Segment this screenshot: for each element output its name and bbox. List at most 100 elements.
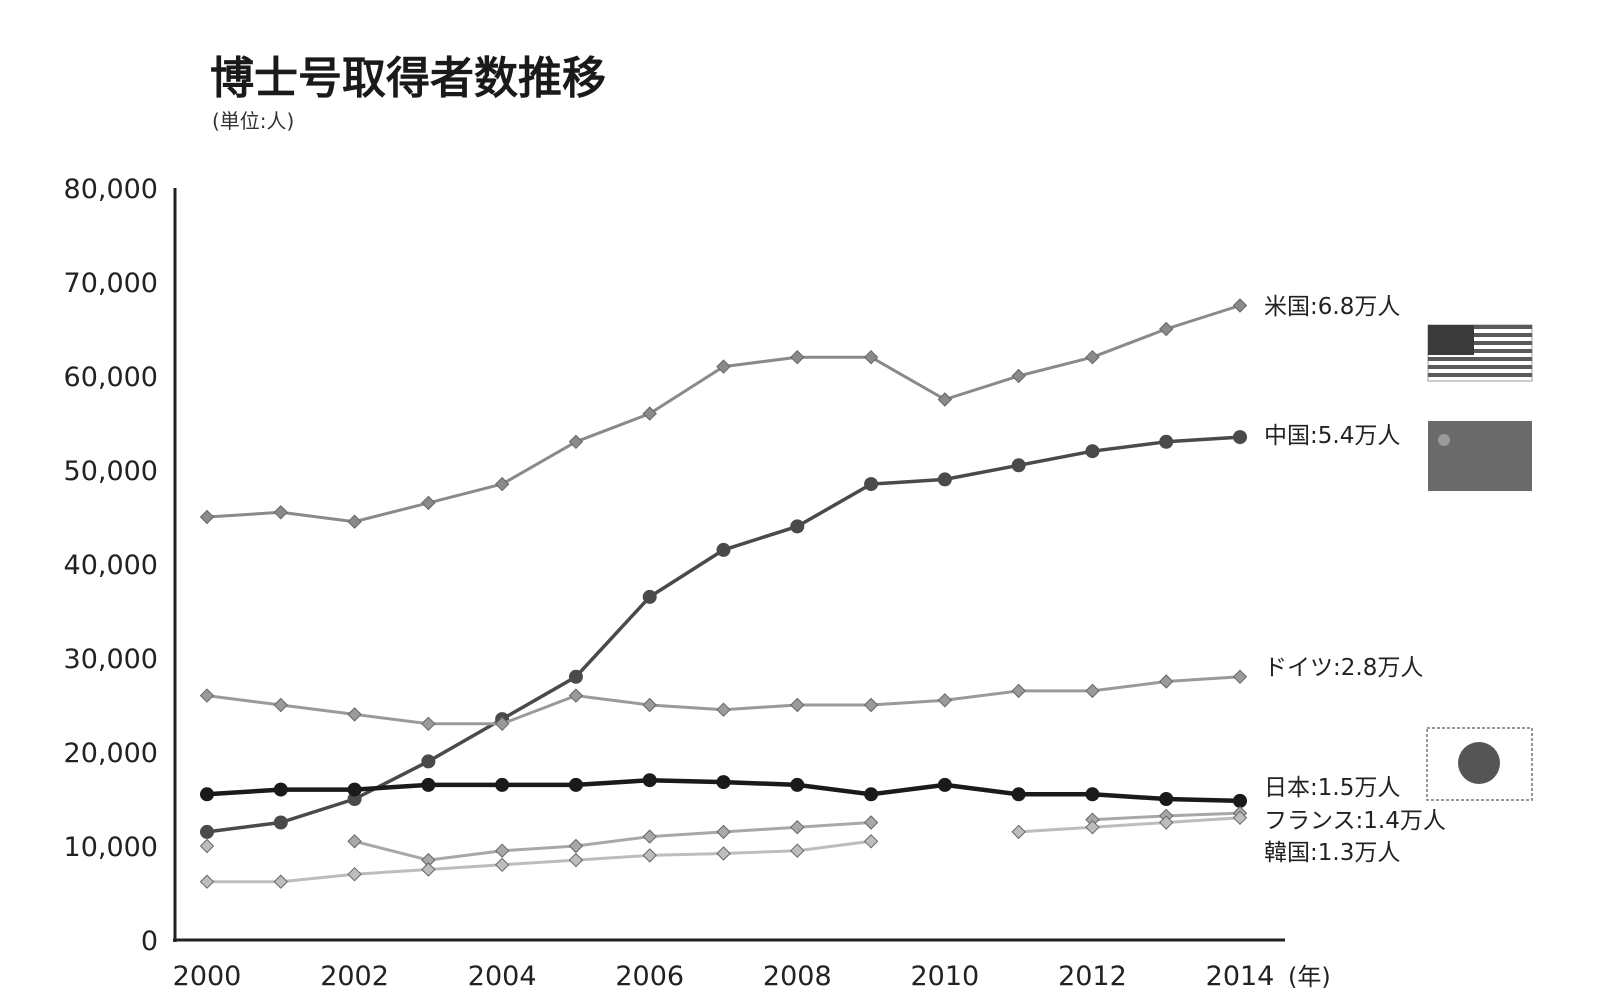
axes — [173, 188, 1285, 942]
data-point — [1232, 298, 1248, 313]
data-point — [863, 697, 879, 713]
data-point — [347, 866, 362, 882]
series-line-korea — [1018, 816, 1241, 834]
data-point — [642, 589, 657, 604]
data-point — [421, 716, 436, 732]
flags — [1426, 324, 1533, 801]
data-point — [1159, 434, 1174, 449]
x-tick-label: 2002 — [320, 961, 389, 992]
data-point — [937, 777, 952, 792]
data-point — [1085, 683, 1100, 699]
data-point — [199, 509, 215, 525]
series-label-japan: 日本:1.5万人 — [1264, 775, 1400, 801]
x-axis-unit-label: (年) — [1288, 963, 1331, 991]
usa-flag-icon — [1427, 324, 1533, 382]
data-point — [1232, 810, 1248, 826]
x-tick-label: 2006 — [615, 961, 684, 992]
series-korea — [199, 810, 1248, 889]
data-point — [1011, 368, 1026, 384]
data-point — [716, 359, 731, 374]
flag-field — [1428, 421, 1532, 491]
data-point — [347, 834, 362, 849]
data-point — [790, 843, 805, 858]
data-point — [273, 874, 288, 889]
series-label-france: フランス:1.4万人 — [1264, 808, 1446, 834]
data-point — [568, 852, 584, 868]
data-point — [642, 848, 657, 863]
data-point — [716, 824, 731, 840]
data-point — [421, 754, 436, 769]
series-line-korea — [207, 839, 872, 884]
data-point — [716, 542, 731, 557]
series-label-china: 中国:5.4万人 — [1264, 423, 1400, 449]
data-point — [568, 777, 583, 792]
flag-stripe — [1428, 357, 1532, 361]
series-label-germany: ドイツ:2.8万人 — [1264, 655, 1423, 681]
data-point — [790, 519, 805, 534]
data-point — [1233, 793, 1247, 808]
data-point — [642, 697, 657, 713]
series-usa — [199, 298, 1248, 529]
flag-stripe — [1428, 365, 1532, 369]
data-point — [864, 787, 879, 802]
data-point — [1159, 815, 1174, 830]
x-tick-label: 2012 — [1058, 961, 1127, 992]
data-point — [568, 838, 584, 854]
chart-title: 博士号取得者数推移 — [210, 53, 606, 104]
data-point — [937, 693, 953, 708]
data-point — [347, 782, 362, 797]
series-line-china — [206, 435, 1241, 834]
china-flag-icon — [1428, 421, 1532, 491]
chart-subtitle: (単位:人) — [212, 109, 294, 133]
x-tick-labels: 2000 2002 2004 2006 2008 2010 2012 2014 — [173, 961, 1275, 992]
flag-field — [1426, 727, 1533, 801]
series-group — [199, 298, 1248, 889]
data-point — [494, 843, 510, 858]
data-point — [199, 874, 215, 889]
data-point — [273, 782, 288, 797]
data-point — [790, 697, 805, 713]
x-tick-label: 2004 — [468, 961, 537, 992]
series-label-korea: 韓国:1.3万人 — [1264, 840, 1400, 866]
series-germany — [199, 669, 1248, 732]
data-point — [495, 777, 510, 792]
flag-stripe — [1428, 373, 1532, 377]
data-point — [1011, 824, 1026, 840]
data-point — [199, 688, 215, 703]
data-point — [790, 819, 805, 835]
data-point — [273, 505, 288, 520]
data-point — [716, 702, 731, 717]
y-tick-label: 30,000 — [64, 644, 158, 675]
flag-stripe — [1428, 333, 1532, 337]
data-point — [716, 846, 731, 861]
data-point — [421, 862, 436, 877]
data-point — [863, 349, 879, 365]
data-point — [790, 777, 805, 792]
flag-star — [1438, 434, 1450, 446]
data-point — [1085, 787, 1100, 802]
y-tick-label: 10,000 — [64, 832, 158, 863]
x-tick-label: 2010 — [910, 961, 979, 992]
data-point — [1085, 819, 1100, 835]
data-point — [1159, 321, 1174, 337]
x-tick-label: 2014 — [1206, 961, 1275, 992]
data-point — [568, 669, 583, 684]
data-point — [863, 815, 879, 830]
data-point — [347, 514, 362, 529]
data-point — [421, 777, 436, 792]
data-point — [1011, 787, 1026, 802]
data-point — [1159, 792, 1174, 806]
data-point — [1011, 683, 1026, 699]
data-point — [937, 392, 953, 407]
data-point — [1233, 430, 1247, 445]
data-point — [568, 434, 584, 450]
y-tick-label: 20,000 — [64, 738, 158, 769]
flag-stripe — [1428, 349, 1532, 353]
flag-stripe — [1428, 325, 1532, 329]
data-point — [1159, 674, 1174, 689]
data-point — [347, 707, 362, 722]
series-labels: 米国:6.8万人中国:5.4万人ドイツ:2.8万人日本:1.5万人フランス:1.… — [1264, 294, 1446, 866]
data-point — [1085, 349, 1100, 365]
data-point — [494, 857, 510, 873]
